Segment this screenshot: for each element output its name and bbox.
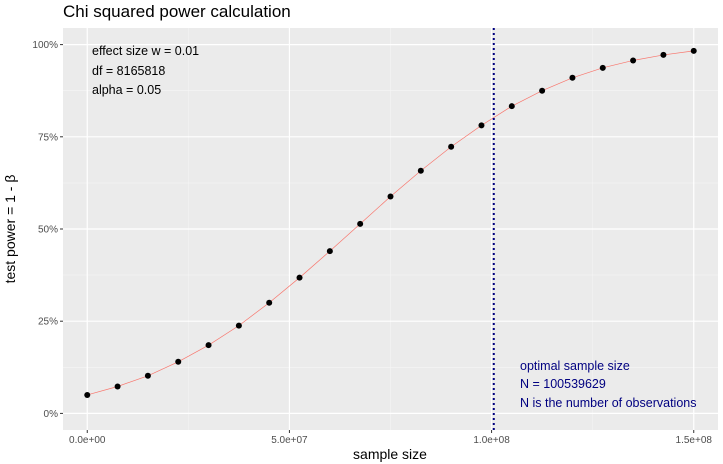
- data-point: [478, 122, 485, 129]
- data-point: [205, 342, 212, 349]
- data-point: [144, 372, 151, 379]
- x-axis-title: sample size: [353, 446, 427, 462]
- data-point: [690, 47, 697, 54]
- data-point: [387, 193, 394, 200]
- annotation-df: df = 8165818: [92, 64, 165, 78]
- data-point: [417, 167, 424, 174]
- annotation-parameters: effect size w = 0.01 df = 8165818 alpha …: [92, 44, 199, 97]
- data-point: [569, 74, 576, 81]
- y-tick-label: 100%: [32, 40, 58, 51]
- annotation-optimal: optimal sample size N = 100539629 N is t…: [520, 359, 696, 410]
- series-points: [84, 47, 697, 398]
- x-tick-label: 0.0e+00: [69, 435, 106, 446]
- chart-title: Chi squared power calculation: [63, 2, 291, 21]
- y-tick-label: 75%: [38, 132, 58, 143]
- annotation-optimal-label: optimal sample size: [520, 359, 630, 373]
- data-point: [357, 220, 364, 227]
- data-point: [660, 51, 667, 58]
- annotation-optimal-n: N = 100539629: [520, 377, 606, 391]
- y-tick-label: 0%: [44, 409, 59, 420]
- data-point: [630, 57, 637, 64]
- data-point: [599, 64, 606, 71]
- x-tick-label: 5.0e+07: [271, 435, 308, 446]
- data-point: [539, 87, 546, 94]
- data-point: [84, 391, 91, 398]
- data-point: [235, 322, 242, 329]
- data-point: [296, 274, 303, 281]
- data-point: [114, 383, 121, 390]
- data-point: [175, 358, 182, 365]
- x-tick-label: 1.5e+08: [676, 435, 713, 446]
- annotation-effect-size: effect size w = 0.01: [92, 44, 199, 58]
- annotation-alpha: alpha = 0.05: [92, 83, 161, 97]
- data-point: [508, 103, 515, 110]
- annotation-n-description: N is the number of observations: [520, 396, 696, 410]
- data-point: [326, 248, 333, 255]
- data-point: [266, 299, 273, 306]
- grid-major: [63, 28, 718, 430]
- y-axis-title: test power = 1 - β: [2, 175, 18, 284]
- data-point: [448, 143, 455, 150]
- y-tick-label: 50%: [38, 225, 58, 236]
- x-axis-ticks: 0.0e+00 5.0e+07 1.0e+08 1.5e+08: [69, 430, 712, 446]
- x-tick-label: 1.0e+08: [473, 435, 510, 446]
- y-axis-ticks: 0% 25% 50% 75% 100%: [32, 40, 63, 420]
- y-tick-label: 25%: [38, 317, 58, 328]
